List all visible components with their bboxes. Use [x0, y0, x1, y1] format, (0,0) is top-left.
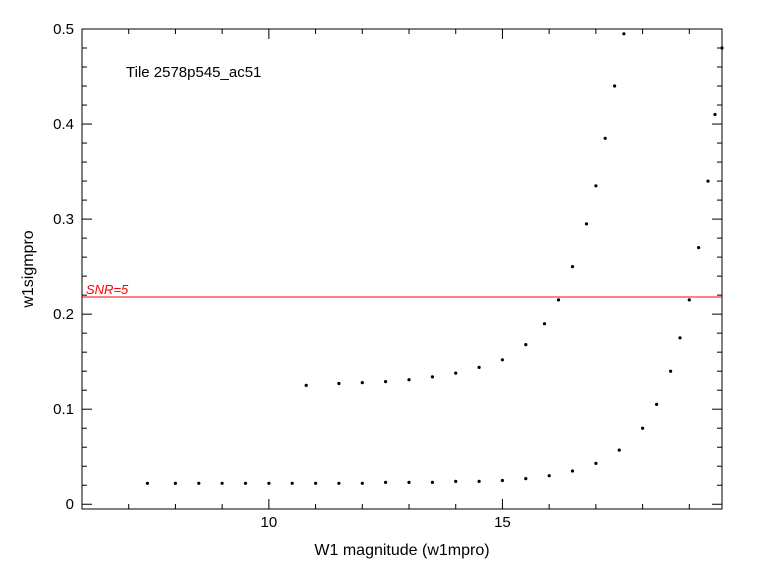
reference-lines: SNR=5 [82, 282, 722, 298]
data-point-s0-18 [570, 469, 575, 473]
data-point-s1-13 [584, 222, 589, 226]
data-point-s0-20 [617, 448, 621, 452]
y-tick-label: 0.4 [53, 116, 74, 133]
data-point-s0-14 [477, 479, 481, 483]
data-point-s0-23 [669, 369, 673, 373]
data-point-s1-17 [622, 32, 626, 36]
data-point-s1-11 [556, 298, 561, 302]
data-point-s1-3 [384, 380, 388, 384]
data-point-s0-1 [173, 481, 177, 485]
y-tick-label: 0.5 [53, 21, 74, 38]
data-point-s0-8 [337, 481, 341, 485]
y-axis-label: w1sigmpro [20, 230, 37, 308]
data-point-s0-4 [243, 481, 248, 485]
data-point-s0-3 [220, 481, 224, 485]
snr-reference-label: SNR=5 [86, 282, 129, 297]
y-tick-label: 0 [66, 496, 74, 513]
data-point-s0-19 [594, 461, 598, 465]
data-point-s1-5 [430, 375, 434, 379]
data-point-s0-10 [384, 480, 388, 484]
data-point-s1-2 [360, 381, 364, 385]
data-point-s0-7 [314, 481, 318, 485]
chart-title: Tile 2578p545_ac51 [126, 64, 261, 81]
data-point-s0-6 [290, 481, 294, 485]
y-tick-label: 0.1 [53, 401, 74, 418]
x-tick-label: 10 [261, 514, 278, 531]
data-point-s1-0 [304, 383, 308, 387]
plot-frame [81, 28, 723, 510]
data-point-s1-15 [603, 136, 607, 140]
data-point-s1-14 [594, 184, 598, 188]
data-point-s0-13 [454, 479, 458, 483]
data-point-s0-11 [407, 480, 411, 484]
x-axis-label: W1 magnitude (w1mpro) [314, 542, 489, 559]
data-point-s1-10 [542, 322, 547, 326]
data-point-s0-17 [547, 474, 551, 478]
scatter-points [145, 32, 724, 485]
data-point-s1-16 [613, 84, 617, 88]
data-point-s0-15 [500, 478, 504, 483]
data-point-s1-9 [524, 343, 528, 347]
data-point-s0-9 [360, 481, 364, 485]
data-point-s0-24 [678, 336, 682, 340]
data-point-s1-1 [337, 381, 341, 386]
data-point-s0-21 [641, 426, 645, 430]
data-point-s1-7 [477, 365, 481, 369]
x-tick-label: 15 [494, 514, 511, 531]
data-point-s0-12 [430, 480, 434, 484]
data-point-s0-16 [524, 477, 528, 481]
data-point-s0-22 [655, 402, 659, 406]
axis-ticks [81, 28, 722, 509]
data-point-s0-25 [687, 298, 691, 302]
data-point-s0-27 [706, 179, 710, 183]
data-point-s0-5 [267, 481, 271, 485]
y-tick-label: 0.3 [53, 211, 74, 228]
data-point-s0-28 [713, 112, 717, 117]
axis-tick-labels: 10 15 0 0.1 0.2 0.3 0.4 0.5 [53, 21, 511, 531]
data-point-s0-2 [197, 481, 201, 485]
data-point-s1-6 [454, 371, 458, 375]
data-point-s1-12 [570, 265, 575, 269]
y-tick-label: 0.2 [53, 306, 74, 323]
data-point-s0-0 [145, 481, 149, 485]
data-point-s0-26 [697, 246, 701, 250]
data-point-s1-4 [407, 378, 411, 382]
data-point-s1-8 [500, 358, 504, 362]
